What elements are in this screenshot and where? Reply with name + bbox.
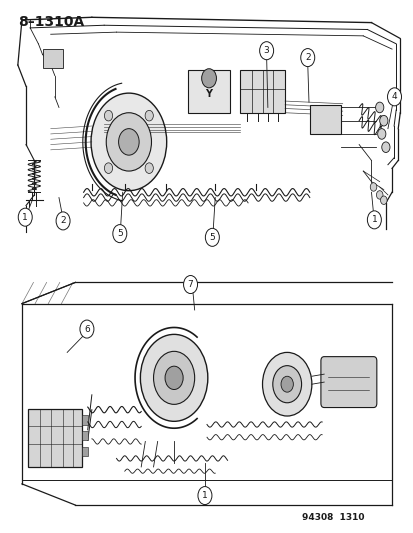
- Circle shape: [183, 276, 197, 294]
- Text: 5: 5: [116, 229, 122, 238]
- Circle shape: [375, 191, 382, 199]
- Circle shape: [56, 212, 70, 230]
- Bar: [239, 70, 285, 113]
- Circle shape: [165, 366, 183, 390]
- Text: 2: 2: [304, 53, 310, 62]
- Circle shape: [104, 163, 112, 173]
- Text: 5: 5: [209, 233, 215, 242]
- Circle shape: [197, 487, 211, 505]
- Bar: [309, 105, 340, 134]
- Circle shape: [140, 334, 207, 421]
- Text: 6: 6: [84, 325, 90, 334]
- Circle shape: [153, 351, 194, 405]
- Circle shape: [387, 88, 401, 106]
- Circle shape: [205, 228, 219, 246]
- Bar: [81, 415, 88, 424]
- Text: 1: 1: [202, 491, 207, 500]
- Text: 1: 1: [22, 213, 28, 222]
- Circle shape: [145, 110, 153, 121]
- Bar: [81, 431, 88, 440]
- Text: Y: Y: [205, 89, 212, 99]
- Circle shape: [379, 115, 387, 126]
- Circle shape: [91, 93, 166, 191]
- Circle shape: [118, 128, 139, 155]
- Bar: [188, 70, 229, 113]
- Bar: [28, 409, 81, 467]
- FancyBboxPatch shape: [320, 357, 376, 408]
- Circle shape: [377, 128, 385, 139]
- Circle shape: [380, 196, 386, 205]
- Text: 7: 7: [187, 280, 193, 289]
- Circle shape: [375, 102, 383, 113]
- Text: 1: 1: [370, 215, 376, 224]
- Circle shape: [381, 142, 389, 152]
- Circle shape: [262, 352, 311, 416]
- Circle shape: [366, 211, 380, 229]
- Circle shape: [272, 366, 301, 403]
- Circle shape: [80, 320, 94, 338]
- Circle shape: [259, 42, 273, 60]
- Text: 3: 3: [263, 46, 269, 55]
- Circle shape: [106, 113, 151, 171]
- Circle shape: [369, 183, 376, 191]
- Bar: [81, 447, 88, 456]
- Bar: [43, 49, 63, 68]
- Text: 4: 4: [391, 92, 396, 101]
- Text: 94308  1310: 94308 1310: [301, 513, 363, 522]
- Text: 2: 2: [60, 216, 66, 225]
- Circle shape: [201, 69, 216, 88]
- Circle shape: [104, 110, 112, 121]
- Circle shape: [145, 163, 153, 173]
- Circle shape: [280, 376, 293, 392]
- Circle shape: [300, 49, 314, 67]
- Circle shape: [18, 208, 32, 226]
- Text: 8–1310A: 8–1310A: [18, 14, 84, 29]
- Circle shape: [113, 224, 126, 243]
